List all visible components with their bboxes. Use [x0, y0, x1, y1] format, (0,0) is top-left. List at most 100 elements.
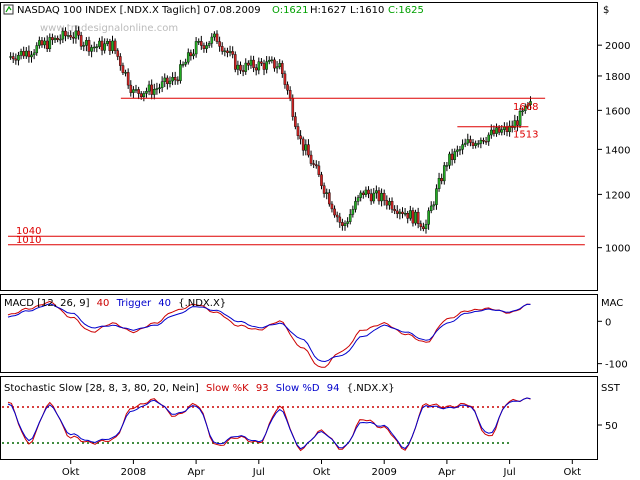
candle-up	[74, 30, 78, 39]
candle-up	[17, 55, 20, 61]
candle-up	[429, 205, 433, 211]
candle-up	[163, 77, 167, 82]
x-tick-label: Jul	[252, 467, 265, 478]
macd-trigger-value: 40	[158, 298, 171, 309]
ohlc-close: C:1625	[388, 5, 424, 16]
candle-up	[458, 149, 462, 151]
candle-down	[218, 41, 221, 47]
candle-down	[77, 30, 80, 36]
candle-down	[64, 30, 67, 37]
candle-down	[176, 79, 180, 82]
candle-up	[155, 88, 159, 90]
candle-up	[66, 35, 70, 37]
candle-down	[241, 70, 245, 72]
price-ytick-label: 1600	[605, 106, 630, 117]
level-label-1668: 1668	[513, 102, 538, 113]
candle-down	[189, 52, 193, 57]
candle-down	[51, 37, 54, 41]
candle-up	[445, 165, 449, 167]
candle-up	[398, 211, 402, 214]
candle-up	[346, 221, 349, 224]
candle-down	[505, 126, 509, 133]
candle-down	[385, 200, 389, 206]
x-tick-label: Okt	[62, 467, 80, 478]
candle-up	[213, 33, 216, 38]
candle-up	[152, 89, 156, 95]
candle-up	[228, 51, 232, 53]
candle-down	[422, 226, 425, 229]
candle-up	[351, 209, 355, 215]
candle-down	[45, 40, 49, 50]
candle-up	[424, 224, 428, 229]
candle-up	[147, 84, 151, 92]
candle-down	[299, 135, 302, 140]
candle-down	[367, 189, 370, 195]
candle-down	[450, 153, 454, 160]
candle-up	[435, 188, 438, 205]
macd-trigger-label: Trigger	[116, 298, 152, 309]
candle-up	[388, 201, 391, 206]
macd-ytick-label: 0	[605, 317, 611, 328]
candle-up	[508, 125, 511, 133]
candle-up	[354, 201, 357, 210]
candle-down	[40, 40, 44, 46]
candle-down	[173, 77, 177, 81]
candle-down	[440, 178, 443, 182]
candle-up	[19, 51, 23, 56]
price-ytick-label: 1800	[605, 72, 630, 83]
candle-down	[333, 208, 336, 216]
candle-down	[116, 50, 120, 57]
candle-down	[335, 214, 339, 218]
candle-down	[341, 222, 344, 226]
candle-down	[254, 67, 258, 71]
x-tick-label: Okt	[313, 467, 331, 478]
candle-up	[403, 213, 407, 215]
candle-down	[166, 77, 169, 84]
level-label-1513: 1513	[513, 130, 538, 141]
candle-up	[442, 165, 446, 182]
candle-up	[518, 110, 522, 126]
candle-down	[56, 37, 59, 40]
candle-down	[338, 216, 342, 223]
ohlc-low: L:1610	[350, 5, 384, 16]
x-tick-label: 2008	[121, 467, 146, 478]
candle-up	[278, 63, 282, 67]
macd-side-label: MAC	[601, 298, 623, 309]
candle-down	[150, 84, 153, 95]
stoch-d-label: Slow %D	[276, 383, 320, 394]
candle-up	[461, 144, 464, 150]
candle-down	[516, 120, 519, 126]
candle-up	[61, 30, 65, 40]
candle-up	[463, 142, 467, 145]
candle-up	[105, 41, 109, 44]
price-panel-frame	[0, 2, 598, 291]
candle-down	[320, 174, 323, 186]
x-tick-label: 2009	[371, 467, 396, 478]
candle-up	[414, 211, 417, 224]
candle-up	[103, 43, 106, 51]
candle-up	[325, 192, 329, 194]
candle-up	[9, 56, 12, 58]
candle-up	[343, 223, 347, 226]
candle-up	[142, 93, 146, 97]
candle-up	[43, 40, 46, 46]
header-icon-glyph	[5, 5, 12, 13]
level-label-1040: 1040	[16, 226, 41, 237]
macd-ytick-label: -100	[605, 360, 628, 371]
candle-up	[487, 134, 491, 142]
candle-up	[356, 197, 360, 202]
candle-down	[139, 93, 143, 97]
candle-down	[231, 51, 234, 55]
stoch-plot	[2, 397, 531, 452]
candle-down	[492, 129, 496, 134]
candle-down	[471, 142, 475, 146]
candle-up	[35, 45, 39, 54]
candle-down	[87, 40, 91, 52]
candle-down	[317, 165, 321, 175]
candle-down	[322, 185, 326, 194]
candle-down	[406, 213, 410, 219]
candle-up	[409, 210, 412, 219]
candle-down	[129, 84, 133, 93]
stoch-k-label: Slow %K	[206, 383, 249, 394]
